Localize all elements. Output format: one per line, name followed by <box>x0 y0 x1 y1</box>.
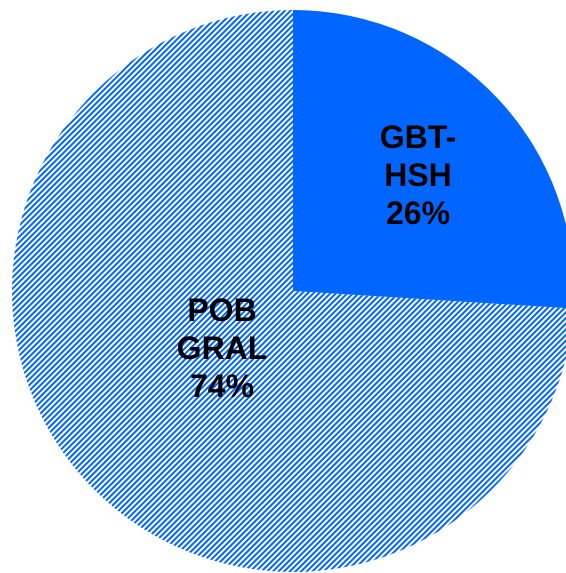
category-label: GBT-HSH <box>379 119 457 193</box>
category-label: POB GRAL <box>176 292 268 366</box>
value-label: 74% <box>189 368 255 404</box>
pie-slice <box>293 10 566 309</box>
slice-label: GBT-HSH 26% <box>363 118 473 232</box>
slice-label: POB GRAL 74% <box>167 291 277 405</box>
pie-slice <box>12 10 566 572</box>
value-label: 26% <box>385 195 451 231</box>
